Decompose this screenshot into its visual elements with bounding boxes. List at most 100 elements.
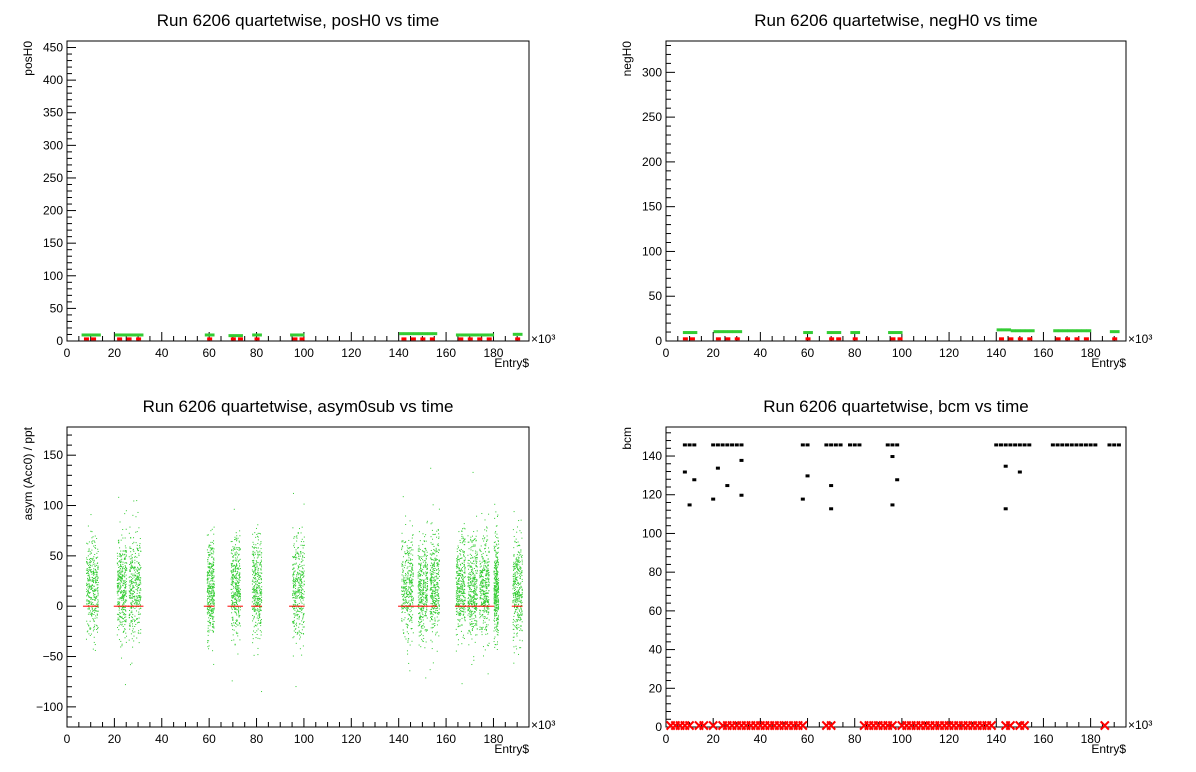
band-point (117, 577, 119, 579)
band-point (135, 610, 137, 612)
band-point (239, 549, 241, 551)
band-point (476, 530, 478, 532)
band-point (213, 557, 215, 559)
band-point (238, 553, 240, 555)
band-point (486, 578, 488, 580)
band-point (231, 604, 233, 606)
band-point (431, 612, 433, 614)
data-point (420, 337, 426, 341)
band-point (433, 600, 435, 602)
band-point (234, 611, 236, 613)
x-tick-label: 60 (202, 346, 216, 360)
band-point (136, 544, 138, 546)
band-point (402, 556, 404, 558)
band-point (236, 614, 238, 616)
band-point (457, 570, 459, 572)
band-point (235, 588, 237, 590)
band-point (90, 596, 92, 598)
band-point (87, 630, 89, 632)
band-point (423, 594, 425, 596)
band-point (459, 599, 461, 601)
band-point (257, 615, 259, 617)
band-point (129, 558, 131, 560)
band-point (132, 514, 134, 516)
band-point (236, 620, 238, 622)
band-point (231, 607, 233, 609)
band-point (461, 683, 463, 685)
band-point (473, 603, 475, 605)
band-point (471, 615, 473, 617)
band-point (121, 584, 123, 586)
band-point (474, 598, 476, 600)
band-point (89, 560, 91, 562)
band-point (125, 590, 127, 592)
band-point (260, 590, 262, 592)
band-point (234, 643, 236, 645)
y-tick-label: 50 (50, 301, 64, 315)
band-point (252, 638, 254, 640)
band-point (125, 621, 127, 623)
band-point (232, 618, 234, 620)
band-point (207, 584, 209, 586)
band-point (462, 541, 464, 543)
band-point (462, 540, 464, 542)
band-point (207, 592, 209, 594)
band-point (424, 612, 426, 614)
band-point (472, 576, 474, 578)
band-point (412, 573, 414, 575)
band-point (295, 601, 297, 603)
band-point (251, 569, 253, 571)
band-point (234, 601, 236, 603)
band-point (434, 533, 436, 535)
band-point (301, 633, 303, 635)
band-point (134, 582, 136, 584)
band-point (475, 623, 477, 625)
band-point (412, 600, 414, 602)
band-point (86, 631, 88, 633)
band-point (463, 582, 465, 584)
band-point (303, 544, 305, 546)
band-point (476, 597, 478, 599)
band-point (231, 680, 233, 682)
band-point (230, 606, 232, 608)
band-point (421, 608, 423, 610)
band-point (473, 618, 475, 620)
band-point (437, 620, 439, 622)
band-point (297, 613, 299, 615)
band-point (468, 597, 470, 599)
band-point (482, 655, 484, 657)
band-point (406, 626, 408, 628)
band-point (231, 580, 233, 582)
band-point (117, 578, 119, 580)
band-point (130, 633, 132, 635)
band-point (209, 550, 211, 552)
band-point (476, 602, 478, 604)
band-point (402, 602, 404, 604)
band-point (484, 601, 486, 603)
band-point (303, 584, 305, 586)
band-point (412, 572, 414, 574)
band-point (404, 562, 406, 564)
band-point (91, 597, 93, 599)
band-point (457, 601, 459, 603)
band-point (293, 567, 295, 569)
band-point (296, 589, 298, 591)
band-point (206, 582, 208, 584)
band-point (237, 590, 239, 592)
band-point (88, 570, 90, 572)
y-tick-label: 0 (56, 334, 63, 348)
band-point (128, 590, 130, 592)
band-point (293, 636, 295, 638)
band-point (462, 636, 464, 638)
band-point (297, 578, 299, 580)
band-point (140, 632, 142, 634)
band-point (238, 587, 240, 589)
band-point (462, 550, 464, 552)
band-point (460, 600, 462, 602)
band-point (418, 547, 420, 549)
band-point (96, 610, 98, 612)
band-point (210, 596, 212, 598)
band-point (132, 628, 134, 630)
band-point (419, 573, 421, 575)
band-point (473, 583, 475, 585)
